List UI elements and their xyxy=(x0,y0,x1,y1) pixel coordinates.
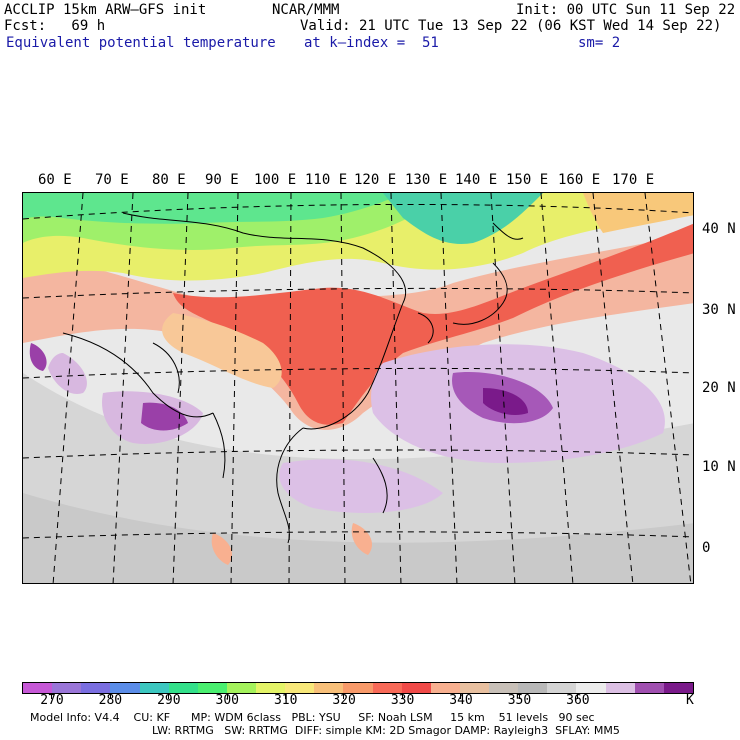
init-time: Init: 00 UTC Sun 11 Sep 22 xyxy=(516,2,736,18)
lon-label: 150 E xyxy=(506,172,549,188)
colorbar-tick xyxy=(109,694,111,699)
model-info-line2: LW: RRTMG SW: RRTMG DIFF: simple KM: 2D … xyxy=(152,724,620,737)
colorbar-tick xyxy=(401,694,403,699)
forecast-hour: Fcst: 69 h xyxy=(4,18,106,34)
colorbar-swatch xyxy=(256,683,286,693)
colorbar-label: 360 xyxy=(566,693,590,708)
lon-label: 70 E xyxy=(95,172,129,188)
colorbar-tick xyxy=(343,694,345,699)
colorbar-tick xyxy=(226,694,228,699)
lat-label: 10 N xyxy=(702,459,736,475)
colorbar-swatch xyxy=(576,683,606,693)
colorbar-unit: K xyxy=(686,693,694,708)
colorbar-tick xyxy=(168,694,170,699)
lon-label: 120 E xyxy=(354,172,397,188)
colorbar-swatch xyxy=(547,683,577,693)
lon-label: 170 E xyxy=(612,172,655,188)
colorbar-swatch xyxy=(430,683,460,693)
colorbar-swatch xyxy=(110,683,140,693)
model-title: ACCLIP 15km ARW–GFS init xyxy=(4,2,207,18)
colorbar-label: 330 xyxy=(390,693,415,708)
valid-time: Valid: 21 UTC Tue 13 Sep 22 (06 KST Wed … xyxy=(300,18,722,34)
colorbar-tick xyxy=(284,694,286,699)
colorbar-tick xyxy=(460,694,462,699)
lon-label: 130 E xyxy=(405,172,448,188)
colorbar-swatch xyxy=(372,683,402,693)
lon-label: 100 E xyxy=(254,172,297,188)
colorbar-label: 290 xyxy=(157,693,181,708)
model-info-line1: Model Info: V4.4 CU: KF MP: WDM 6class P… xyxy=(30,711,595,724)
lon-label: 90 E xyxy=(205,172,239,188)
lon-label: 60 E xyxy=(38,172,72,188)
colorbar-swatch xyxy=(139,683,169,693)
colorbar-label: 340 xyxy=(449,693,473,708)
colorbar-tick xyxy=(577,694,579,699)
colorbar-swatch xyxy=(663,683,693,693)
colorbar-tick xyxy=(518,694,520,699)
colorbar-label: 300 xyxy=(215,693,239,708)
colorbar-tick xyxy=(51,694,53,699)
colorbar-swatch xyxy=(168,683,198,693)
colorbar-swatch xyxy=(197,683,227,693)
field-name: Equivalent potential temperature xyxy=(6,35,276,51)
colorbar-swatch xyxy=(52,683,82,693)
colorbar-swatch xyxy=(634,683,664,693)
colorbar-label: 310 xyxy=(273,693,298,708)
colorbar-swatch xyxy=(401,683,431,693)
theta-e-field xyxy=(23,193,693,583)
colorbar-swatch xyxy=(489,683,519,693)
colorbar-swatch xyxy=(285,683,315,693)
map-panel xyxy=(22,192,694,584)
lat-label: 20 N xyxy=(702,380,736,396)
level-index: at k–index = 51 xyxy=(304,35,439,51)
colorbar-swatch xyxy=(81,683,111,693)
colorbar-swatch xyxy=(23,683,53,693)
lon-label: 140 E xyxy=(455,172,498,188)
lon-label: 160 E xyxy=(558,172,601,188)
colorbar-swatch xyxy=(314,683,344,693)
colorbar-swatch xyxy=(459,683,489,693)
lon-label: 110 E xyxy=(305,172,348,188)
colorbar-label: 350 xyxy=(507,693,532,708)
lat-label: 40 N xyxy=(702,221,736,237)
organization: NCAR/MMM xyxy=(272,2,340,18)
colorbar-swatch xyxy=(343,683,373,693)
colorbar-label: 320 xyxy=(332,693,356,708)
smoothing: sm= 2 xyxy=(578,35,621,51)
lat-label: 0 xyxy=(702,540,711,556)
colorbar-label: 280 xyxy=(98,693,123,708)
colorbar-swatch xyxy=(518,683,548,693)
colorbar-swatch xyxy=(605,683,635,693)
colorbar xyxy=(22,682,694,694)
lon-label: 80 E xyxy=(152,172,186,188)
colorbar-swatch xyxy=(226,683,256,693)
lat-label: 30 N xyxy=(702,302,736,318)
colorbar-label: 270 xyxy=(40,693,64,708)
